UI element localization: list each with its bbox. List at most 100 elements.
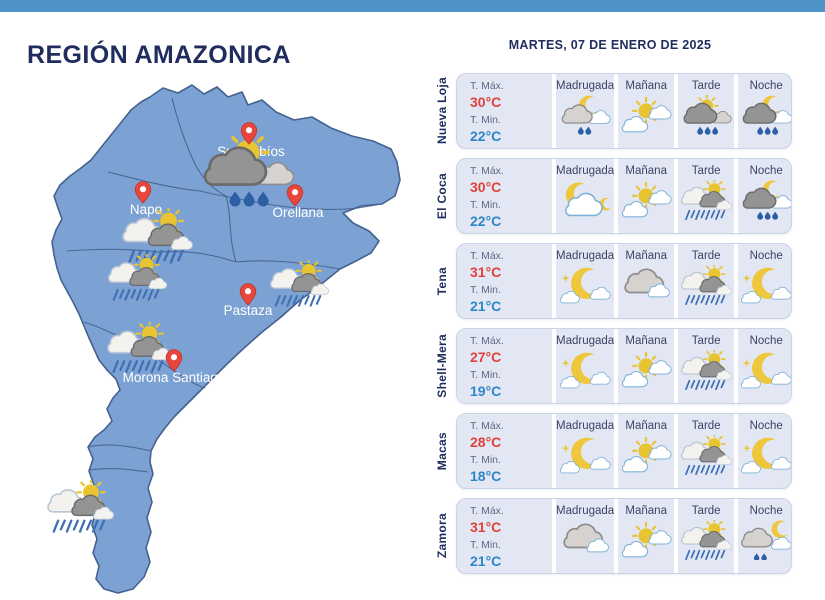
weather-icon xyxy=(678,180,734,220)
period-column: Mañana xyxy=(618,244,674,318)
column-divider xyxy=(674,74,679,148)
temp-max-value: 27°C xyxy=(470,349,502,366)
city-label-wrap: Tena xyxy=(428,243,456,319)
city-label: Nueva Loja xyxy=(435,77,449,145)
weather-icon xyxy=(738,435,792,475)
column-divider xyxy=(552,74,556,148)
temp-max-label: T. Máx. xyxy=(470,250,504,262)
forecast-card: T. Máx. 30°C T. Min. 22°C Madrugada Maña… xyxy=(456,158,792,234)
column-divider xyxy=(614,74,619,148)
map-pin-orellana xyxy=(287,184,304,207)
period-column: Tarde xyxy=(678,159,734,233)
period-column: Madrugada xyxy=(556,244,614,318)
period-column: Noche xyxy=(738,414,792,488)
weather-icon xyxy=(738,95,792,135)
temp-min-label: T. Min. xyxy=(470,284,501,297)
city-label: Macas xyxy=(435,431,449,471)
forecast-row: Shell-Mera T. Máx. 27°C T. Min. 19°C Mad… xyxy=(428,328,818,404)
weather-icon xyxy=(557,95,613,135)
temp-max-value: 28°C xyxy=(470,434,502,451)
period-label: Madrugada xyxy=(556,335,615,347)
column-divider xyxy=(614,329,619,403)
period-label: Madrugada xyxy=(556,505,615,517)
weather-icon xyxy=(738,350,792,390)
temp-min-value: 18°C xyxy=(470,468,502,485)
period-column: Mañana xyxy=(618,159,674,233)
column-divider xyxy=(552,499,556,573)
period-column: Mañana xyxy=(618,329,674,403)
column-divider xyxy=(734,499,739,573)
period-column: Madrugada xyxy=(556,329,614,403)
weather-icon xyxy=(618,520,674,560)
weather-icon xyxy=(618,95,674,135)
temp-min-value: 21°C xyxy=(470,553,502,570)
temp-max-value: 30°C xyxy=(470,94,502,111)
period-label: Tarde xyxy=(691,335,721,347)
map-weather-icon-pastaza-east xyxy=(268,260,330,307)
column-divider xyxy=(674,329,679,403)
temps-column: T. Máx. 28°C T. Min. 18°C xyxy=(457,414,552,488)
period-label: Mañana xyxy=(625,80,667,92)
forecast-row: Macas T. Máx. 28°C T. Min. 18°C Madrugad… xyxy=(428,413,818,489)
weather-icon xyxy=(557,520,613,560)
map-label-pastaza: Pastaza xyxy=(223,303,273,318)
temp-max-label: T. Máx. xyxy=(470,335,504,347)
weather-icon xyxy=(738,265,792,305)
period-label: Noche xyxy=(749,420,783,432)
column-divider xyxy=(614,244,619,318)
temp-max-label: T. Máx. xyxy=(470,80,504,92)
period-label: Tarde xyxy=(691,165,721,177)
city-label-wrap: El Coca xyxy=(428,158,456,234)
temp-max-value: 30°C xyxy=(470,179,502,196)
period-label: Mañana xyxy=(625,505,667,517)
forecast-card: T. Máx. 31°C T. Min. 21°C Madrugada Maña… xyxy=(456,498,792,574)
period-column: Tarde xyxy=(678,329,734,403)
period-column: Mañana xyxy=(618,414,674,488)
column-divider xyxy=(552,244,556,318)
period-label: Noche xyxy=(749,335,783,347)
column-divider xyxy=(734,414,739,488)
weather-icon xyxy=(618,350,674,390)
city-label: Zamora xyxy=(435,513,449,559)
weather-icon xyxy=(678,350,734,390)
map-weather-icon-zamora xyxy=(45,480,115,533)
weather-icon xyxy=(738,180,792,220)
top-accent-bar xyxy=(0,0,825,12)
city-label-wrap: Zamora xyxy=(428,498,456,574)
period-column: Noche xyxy=(738,244,792,318)
period-label: Noche xyxy=(749,165,783,177)
temp-min-value: 22°C xyxy=(470,213,502,230)
period-column: Noche xyxy=(738,499,792,573)
period-label: Madrugada xyxy=(556,250,615,262)
period-label: Mañana xyxy=(625,335,667,347)
column-divider xyxy=(614,499,619,573)
period-label: Madrugada xyxy=(556,165,615,177)
period-label: Mañana xyxy=(625,165,667,177)
weather-icon xyxy=(557,265,613,305)
forecast-row: Nueva Loja T. Máx. 30°C T. Min. 22°C Mad… xyxy=(428,73,818,149)
province-borders xyxy=(66,97,383,473)
temps-column: T. Máx. 31°C T. Min. 21°C xyxy=(457,244,552,318)
forecast-row: Tena T. Máx. 31°C T. Min. 21°C Madrugada… xyxy=(428,243,818,319)
map-pin-morona-santiago xyxy=(166,349,183,372)
column-divider xyxy=(552,414,556,488)
period-column: Madrugada xyxy=(556,159,614,233)
city-label-wrap: Shell-Mera xyxy=(428,328,456,404)
forecast-card: T. Máx. 31°C T. Min. 21°C Madrugada Maña… xyxy=(456,243,792,319)
period-label: Madrugada xyxy=(556,80,615,92)
period-column: Noche xyxy=(738,74,792,148)
weather-icon xyxy=(618,435,674,475)
column-divider xyxy=(674,499,679,573)
period-column: Tarde xyxy=(678,74,734,148)
column-divider xyxy=(614,414,619,488)
forecast-card: T. Máx. 27°C T. Min. 19°C Madrugada Maña… xyxy=(456,328,792,404)
city-label: Tena xyxy=(435,266,449,296)
temp-max-value: 31°C xyxy=(470,519,502,536)
map-label-napo: Napo xyxy=(129,202,163,217)
weather-icon xyxy=(738,520,792,560)
temp-min-label: T. Min. xyxy=(470,369,501,382)
temp-min-label: T. Min. xyxy=(470,539,501,552)
period-label: Mañana xyxy=(625,420,667,432)
column-divider xyxy=(552,329,556,403)
